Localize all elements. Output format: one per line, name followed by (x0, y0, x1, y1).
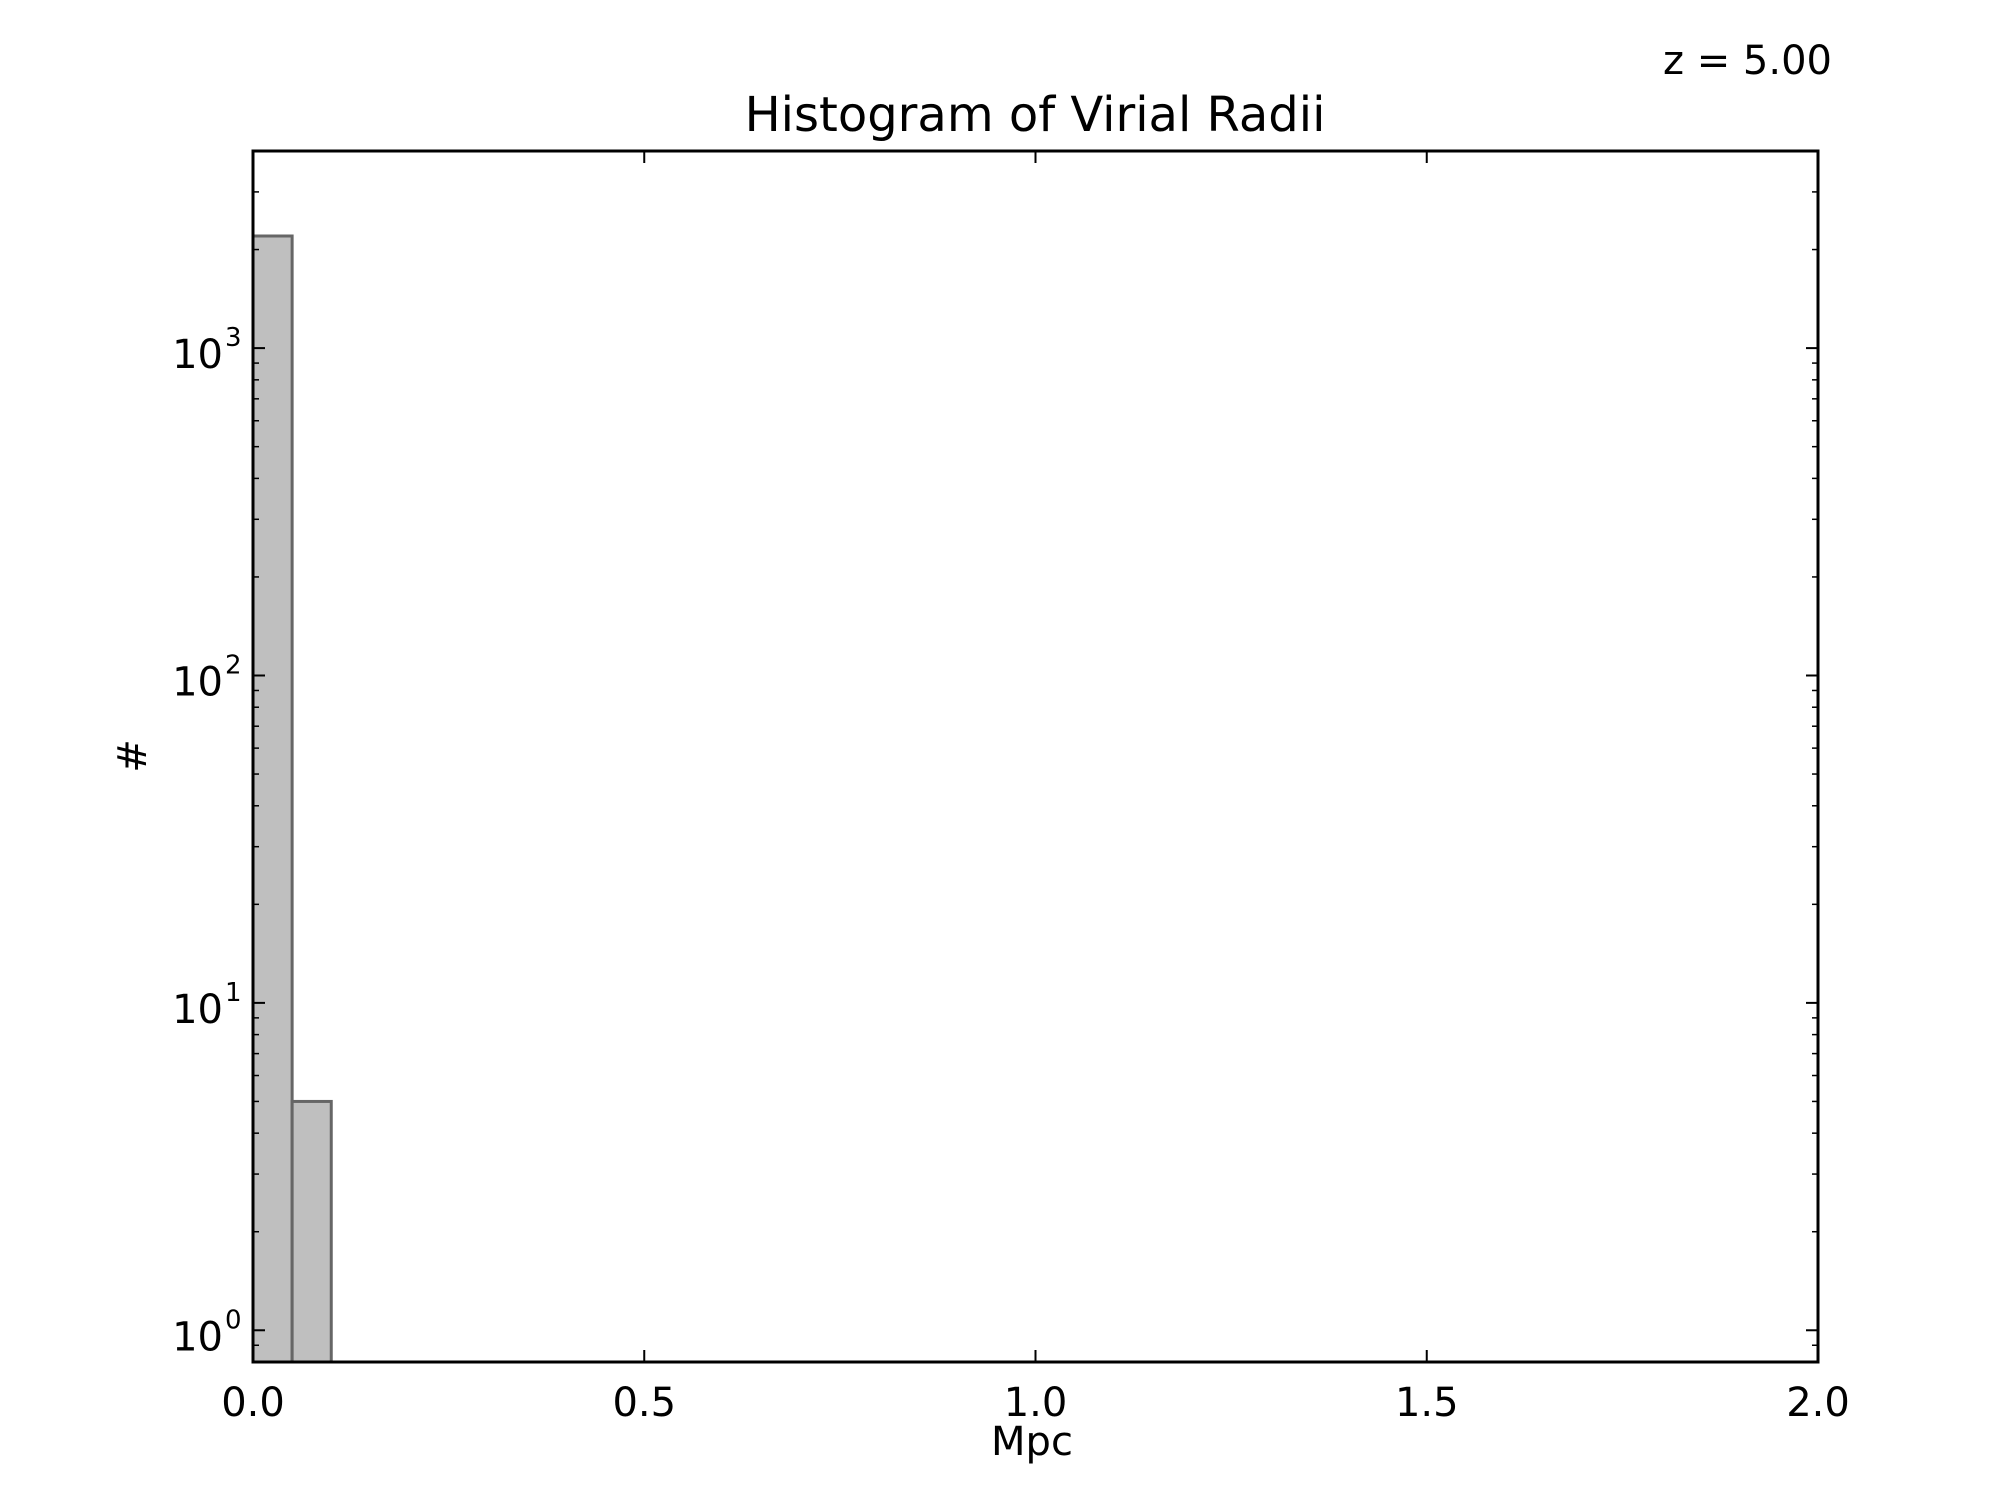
y-tick-exponent-0: 0 (225, 1305, 242, 1335)
y-tick-exponent-2: 2 (225, 650, 242, 680)
x-tick-label-3: 1.5 (1395, 1380, 1459, 1426)
y-tick-exponent-1: 1 (225, 978, 242, 1008)
plot-frame (251, 149, 1820, 1364)
y-tick-label-1: 10 (172, 987, 223, 1033)
x-tick-label-0: 0.0 (221, 1380, 285, 1426)
x-tick-label-1: 0.5 (612, 1380, 676, 1426)
x-tick-label-4: 2.0 (1786, 1380, 1850, 1426)
histogram-bar-0 (251, 234, 294, 1364)
ticks-layer (252, 150, 1819, 1363)
chart-title: Histogram of Virial Radii (745, 87, 1326, 143)
x-axis-title: Mpc (991, 1419, 1073, 1465)
y-tick-label-0: 10 (172, 1314, 223, 1360)
bars-layer (251, 234, 333, 1364)
y-tick-exponent-3: 3 (225, 323, 242, 353)
y-tick-label-3: 10 (172, 332, 223, 378)
histogram-bar-1 (290, 1099, 333, 1364)
redshift-annotation: z = 5.00 (1663, 38, 1832, 84)
x-tick-label-2: 1.0 (1004, 1380, 1068, 1426)
y-tick-label-2: 10 (172, 659, 223, 705)
y-axis-title: # (110, 739, 156, 773)
